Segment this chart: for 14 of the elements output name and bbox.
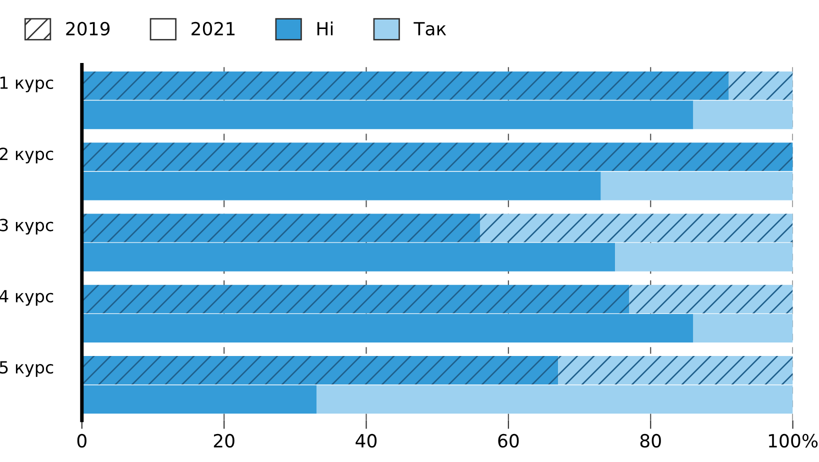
y-tick-label: 1 курс xyxy=(0,76,54,92)
y-tick-label: 2 курс xyxy=(0,148,54,164)
text: 2019 xyxy=(66,22,110,36)
x-tick-label: 40 xyxy=(356,434,377,448)
x-tick-label: 0 xyxy=(77,434,86,448)
y-tick-label: 5 курс xyxy=(0,361,54,377)
legend-label: Так xyxy=(414,22,446,36)
y-tick-label: 3 курс xyxy=(0,218,54,235)
text: 2021 xyxy=(192,22,235,36)
x-tick-label: 100% xyxy=(768,434,818,448)
text: Ні xyxy=(317,22,333,36)
x-tick-label: 60 xyxy=(498,434,519,448)
x-tick-label: 20 xyxy=(214,434,234,448)
x-tick-label: 80 xyxy=(640,434,661,448)
